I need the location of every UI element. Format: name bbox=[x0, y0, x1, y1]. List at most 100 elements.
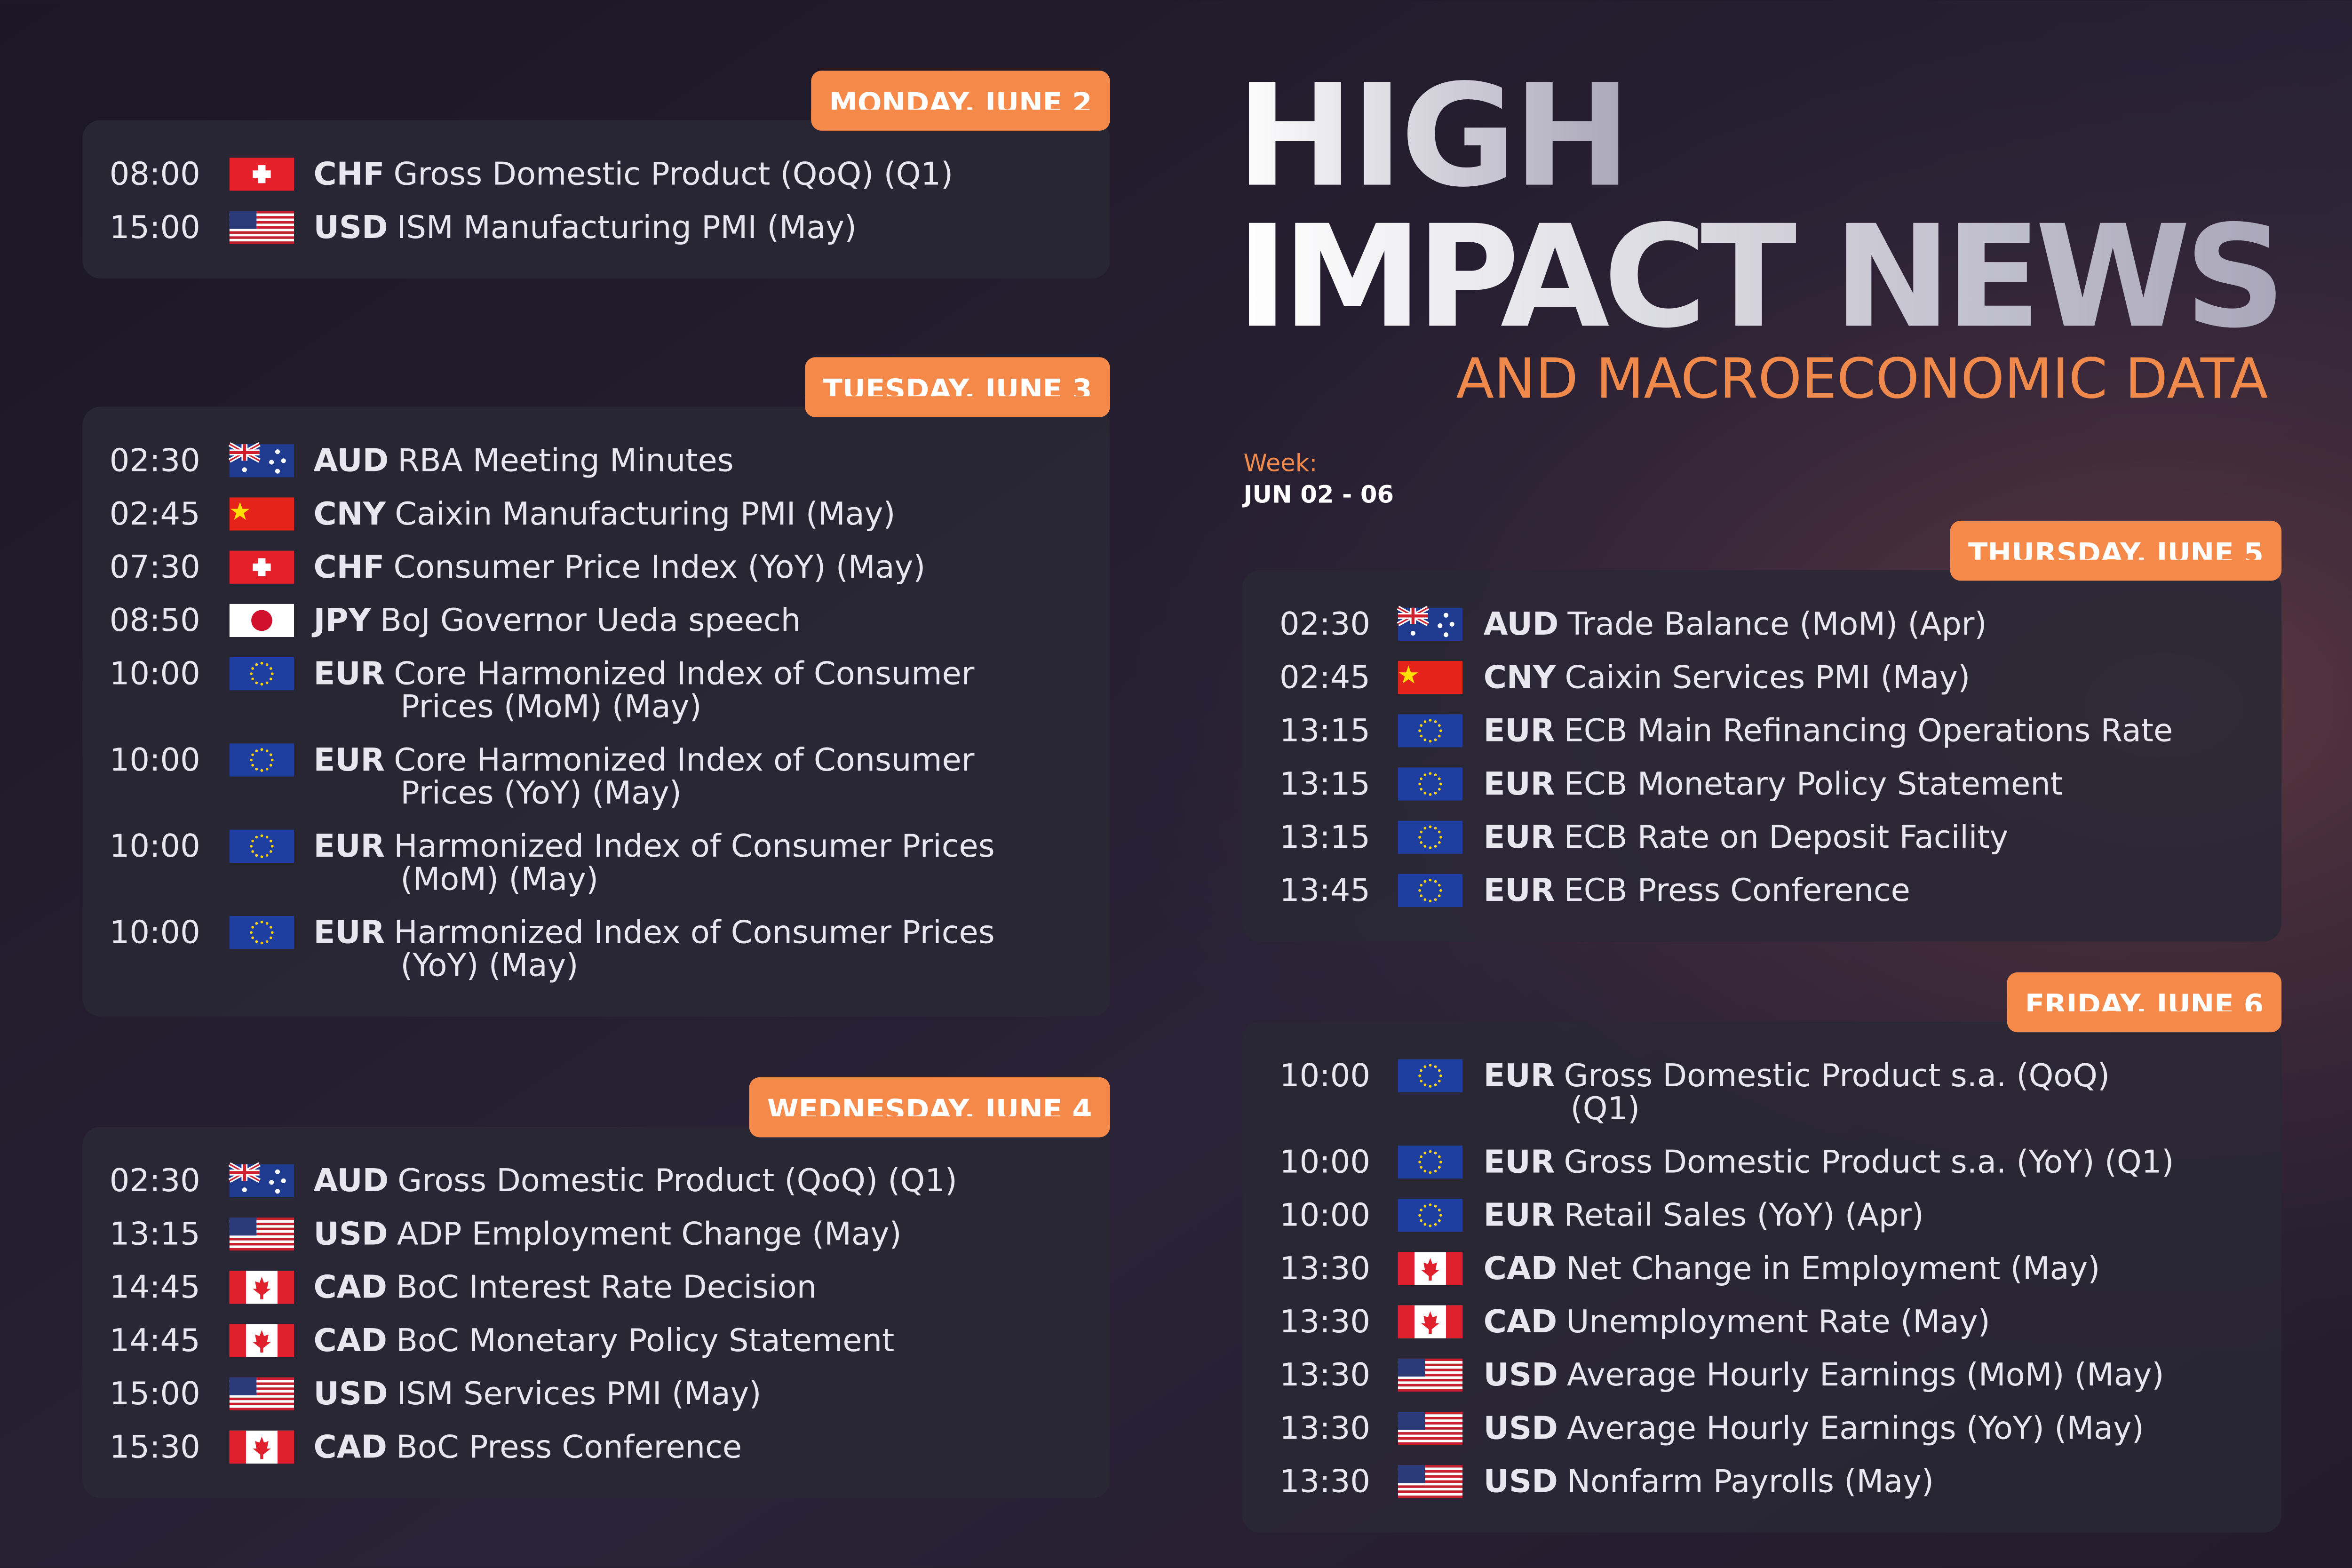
event-time: 02:45 bbox=[110, 495, 200, 532]
flag bbox=[1398, 1465, 1463, 1498]
week-range: JUN 02 - 06 bbox=[1242, 481, 1394, 509]
event-time: 13:30 bbox=[1279, 1463, 1370, 1500]
flag bbox=[1398, 1199, 1463, 1232]
flag bbox=[229, 1324, 294, 1357]
flag bbox=[1398, 767, 1463, 801]
flag bbox=[229, 916, 294, 949]
day-panel bbox=[82, 1127, 1110, 1498]
day-section: THURSDAY, JUNE 502:30 AUD Trade Balance (M… bbox=[1242, 520, 2282, 942]
flag bbox=[1398, 1252, 1463, 1285]
event-name: Harmonized Index of Consumer Prices (MoM… bbox=[394, 828, 1005, 897]
event-time: 13:15 bbox=[1279, 765, 1370, 802]
event-time: 10:00 bbox=[1279, 1057, 1370, 1094]
event-name: BoC Interest Rate Decision bbox=[396, 1269, 817, 1305]
event-name: ECB Monetary Policy Statement bbox=[1564, 765, 2063, 802]
day-panel bbox=[1242, 1021, 2282, 1533]
event-time: 13:15 bbox=[1279, 819, 1370, 855]
event-currency: CHF bbox=[313, 549, 384, 585]
event-currency: CAD bbox=[1484, 1250, 1557, 1287]
event-currency: CAD bbox=[313, 1322, 387, 1359]
event-name: Unemployment Rate (May) bbox=[1566, 1303, 1990, 1340]
event-time: 15:00 bbox=[110, 209, 200, 246]
event-currency: EUR bbox=[1484, 819, 1555, 855]
event-name: ADP Employment Change (May) bbox=[397, 1215, 902, 1252]
flag bbox=[229, 1271, 294, 1304]
flag bbox=[1398, 1059, 1463, 1092]
event-name: Average Hourly Earnings (MoM) (May) bbox=[1567, 1356, 2164, 1393]
day-section: TUESDAY, JUNE 302:30 AUD RBA Meeting Minut… bbox=[82, 357, 1110, 1017]
flag bbox=[228, 442, 294, 478]
event-name: Trade Balance (MoM) (Apr) bbox=[1567, 605, 1987, 642]
flag bbox=[1398, 820, 1463, 854]
event-name: Gross Domestic Product (QoQ) (Q1) bbox=[393, 156, 953, 192]
event-currency: EUR bbox=[313, 828, 385, 864]
event-currency: EUR bbox=[1484, 765, 1555, 802]
event-currency: EUR bbox=[313, 741, 385, 778]
flag bbox=[1398, 1358, 1463, 1392]
day-panel bbox=[1242, 570, 2282, 942]
event-name: Retail Sales (YoY) (Apr) bbox=[1564, 1197, 1924, 1234]
event-name: Harmonized Index of Consumer Prices (YoY… bbox=[394, 914, 1005, 984]
event-currency: AUD bbox=[313, 1162, 389, 1199]
event-name: ISM Services PMI (May) bbox=[397, 1375, 762, 1412]
event-currency: JPY bbox=[311, 602, 372, 638]
event-name: Gross Domestic Product (QoQ) (Q1) bbox=[397, 1162, 957, 1199]
event-currency: AUD bbox=[313, 442, 389, 479]
event-name: BoC Monetary Policy Statement bbox=[396, 1322, 894, 1359]
day-section: MONDAY, JUNE 208:00 CHF Gross Domestic Pro… bbox=[82, 71, 1110, 279]
event-name: BoJ Governor Ueda speech bbox=[380, 602, 801, 638]
event-time: 10:00 bbox=[110, 655, 200, 692]
event-time: 08:00 bbox=[110, 156, 200, 192]
flag bbox=[1398, 1145, 1463, 1179]
flag bbox=[1398, 714, 1463, 748]
flag bbox=[229, 1430, 294, 1464]
event-time: 10:00 bbox=[110, 741, 200, 778]
event-time: 02:30 bbox=[110, 1162, 200, 1199]
subtitle: AND MACROECONOMIC DATA bbox=[1456, 346, 2268, 411]
event-name: Gross Domestic Product s.a. (YoY) (Q1) bbox=[1564, 1143, 2174, 1180]
week-label: Week: bbox=[1243, 450, 1317, 478]
event-time: 13:30 bbox=[1279, 1356, 1370, 1393]
event-time: 02:45 bbox=[1279, 659, 1370, 695]
flag bbox=[1398, 661, 1463, 694]
event-time: 10:00 bbox=[1279, 1197, 1370, 1234]
event-name: ECB Press Conference bbox=[1564, 872, 1910, 908]
flag bbox=[1397, 605, 1463, 641]
event-name: Net Change in Employment (May) bbox=[1566, 1250, 2100, 1287]
title: IMPACT NEWS bbox=[1236, 195, 2283, 359]
event-currency: EUR bbox=[1484, 1197, 1555, 1234]
flag bbox=[229, 158, 294, 191]
event-name: Caixin Manufacturing PMI (May) bbox=[395, 495, 895, 532]
event-currency: EUR bbox=[313, 914, 385, 951]
event-currency: CAD bbox=[313, 1269, 387, 1305]
day-section: WEDNESDAY, JUNE 402:30 AUD Gross Domestic … bbox=[82, 1077, 1110, 1498]
event-currency: CNY bbox=[313, 495, 386, 532]
event-currency: USD bbox=[313, 209, 388, 246]
flag bbox=[1398, 1305, 1463, 1338]
event-name: RBA Meeting Minutes bbox=[397, 442, 733, 479]
event-time: 13:15 bbox=[110, 1215, 200, 1252]
event-currency: USD bbox=[313, 1375, 388, 1412]
event-name: Average Hourly Earnings (YoY) (May) bbox=[1567, 1409, 2144, 1446]
event-name: Nonfarm Payrolls (May) bbox=[1567, 1463, 1934, 1500]
event-time: 08:50 bbox=[110, 602, 200, 638]
event-currency: EUR bbox=[1484, 1143, 1555, 1180]
event-currency: CNY bbox=[1484, 659, 1557, 695]
event-time: 13:30 bbox=[1279, 1250, 1370, 1287]
event-currency: EUR bbox=[1484, 1057, 1555, 1094]
event-name: ECB Rate on Deposit Facility bbox=[1564, 819, 2009, 855]
event-time: 13:45 bbox=[1279, 872, 1370, 908]
title: HIGH bbox=[1236, 54, 1629, 218]
event-time: 10:00 bbox=[110, 828, 200, 864]
flag bbox=[228, 1162, 294, 1198]
day-section: FRIDAY, JUNE 610:00 EUR Gross Domestic Pro… bbox=[1242, 972, 2282, 1533]
event-time: 10:00 bbox=[1279, 1143, 1370, 1180]
flag bbox=[1398, 874, 1463, 907]
flag bbox=[229, 1377, 294, 1410]
event-name: BoC Press Conference bbox=[396, 1428, 742, 1465]
event-time: 13:30 bbox=[1279, 1303, 1370, 1340]
event-name: Consumer Price Index (YoY) (May) bbox=[393, 549, 925, 585]
event-currency: CAD bbox=[1484, 1303, 1557, 1340]
event-currency: USD bbox=[1484, 1356, 1558, 1393]
flag bbox=[229, 1218, 294, 1251]
